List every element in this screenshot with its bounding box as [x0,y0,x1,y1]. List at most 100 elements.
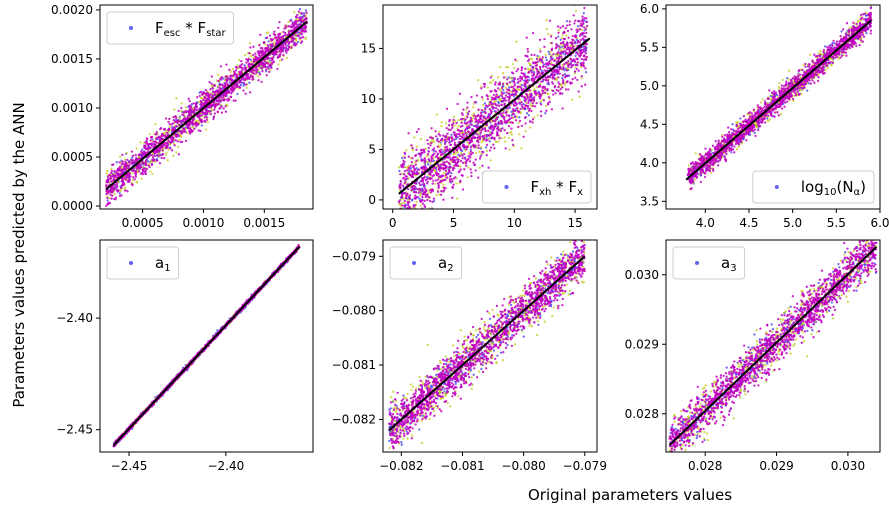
scatter-point [503,115,506,119]
scatter-point [535,85,538,89]
scatter-point [499,129,503,133]
scatter-point [533,53,536,57]
scatter-point [409,164,412,167]
scatter-point [202,98,205,102]
scatter-point [450,139,454,143]
scatter-point [508,106,511,110]
scatter-point [120,170,123,173]
scatter-point [252,60,255,63]
scatter-point [568,63,571,66]
scatter-point [140,177,143,180]
scatter-point [529,103,532,106]
scatter-point [224,110,228,113]
scatter-point [500,114,503,118]
scatter-point [522,103,525,106]
scatter-point [153,154,157,158]
scatter-point [402,210,404,212]
scatter-point [195,109,198,112]
scatter-point [491,105,494,108]
scatter-point [124,167,128,170]
scatter-point [421,202,425,205]
scatter-point [583,6,586,10]
scatter-point [491,136,494,139]
scatter-point [483,116,486,119]
scatter-point [431,154,434,157]
scatter-point [248,62,251,65]
scatter-point [399,187,402,190]
scatter-point [412,187,415,190]
scatter-point [481,98,484,101]
scatter-point [203,116,206,119]
scatter-point [279,40,282,43]
scatter-point [155,133,158,136]
scatter-point [582,22,585,26]
scatter-point [403,169,407,173]
scatter-point [411,146,414,150]
scatter-point [504,140,507,143]
scatter-point [499,89,502,92]
scatter-point [210,96,214,100]
scatter-point [455,164,458,167]
scatter-point [268,70,271,74]
scatter-point [449,175,452,178]
scatter-point [300,11,303,15]
scatter-point [401,184,405,187]
y-tick-label: 0.0015 [51,52,93,66]
scatter-point [447,128,450,131]
scatter-point [501,92,504,95]
scatter-point [457,133,461,136]
scatter-point [114,184,117,187]
scatter-point [145,167,149,171]
scatter-point [440,190,443,193]
scatter-point [484,107,487,111]
scatter-point [168,122,171,126]
scatter-point [273,50,276,53]
scatter-point [453,167,456,170]
scatter-point [473,114,476,117]
scatter-point [188,106,191,110]
scatter-point [190,129,193,133]
scatter-point [415,200,418,204]
scatter-point [412,190,416,194]
scatter-point [254,57,258,61]
scatter-point [247,60,250,63]
scatter-point [423,191,426,194]
scatter-point [513,82,516,85]
scatter-point [400,212,402,214]
scatter-point [517,125,520,128]
scatter-point [465,148,468,151]
scatter-point [494,81,497,84]
scatter-point [165,151,168,154]
scatter-point [432,174,435,177]
scatter-point [293,11,296,14]
scatter-point [451,126,454,130]
scatter-point [524,116,527,119]
scatter-point [493,83,497,86]
scatter-point [579,53,583,57]
scatter-point [407,164,410,168]
scatter-point [480,113,483,117]
scatter-point [473,136,476,140]
scatter-point [412,170,416,173]
scatter-point [252,77,255,80]
scatter-point [193,107,196,111]
scatter-point [173,144,176,147]
x-tick-label: 0.0005 [122,216,164,230]
scatter-point [275,38,279,42]
scatter-point [179,130,182,134]
scatter-point [583,34,586,38]
scatter-point [147,154,151,158]
scatter-point [200,124,203,127]
scatter-point [497,95,500,99]
legend-box [482,170,592,204]
scatter-point [511,143,515,146]
scatter-point [398,203,402,206]
scatter-point [255,71,258,74]
scatter-point [414,163,417,166]
scatter-point [711,151,714,155]
scatter-point [573,41,576,44]
scatter-point [263,60,266,63]
scatter-point [434,150,438,153]
scatter-point [517,121,520,125]
scatter-point [170,140,173,144]
